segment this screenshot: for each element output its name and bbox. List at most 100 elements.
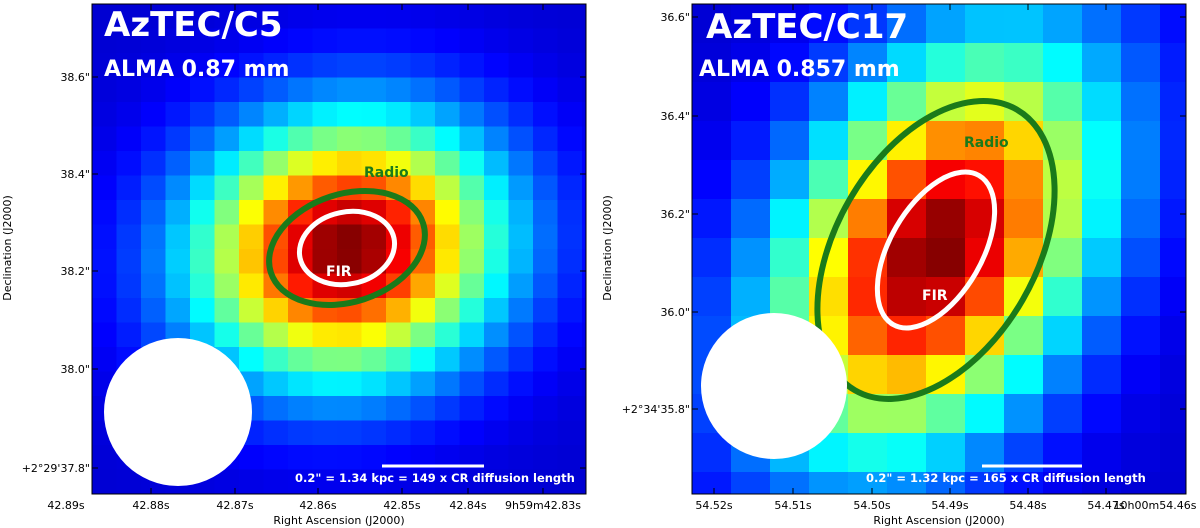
- map-pixel: [557, 126, 583, 152]
- map-pixel: [557, 249, 583, 274]
- x-tick-label: 54.47s: [1087, 499, 1124, 512]
- map-pixel: [435, 420, 460, 446]
- x-tick-label: 42.88s: [132, 499, 169, 512]
- map-pixel: [435, 396, 460, 421]
- y-tick-label: 36.2": [660, 208, 690, 221]
- map-pixel: [1043, 355, 1083, 395]
- panel-svg: AzTEC/C5 ALMA 0.87 mm Radio FIR 0.2" = 1…: [1, 3, 587, 527]
- map-pixel: [190, 28, 215, 54]
- map-pixel: [190, 151, 215, 176]
- map-pixel: [312, 77, 338, 103]
- map-pixel: [263, 396, 289, 421]
- x-tick-label: 42.84s: [449, 499, 486, 512]
- y-axis-label: Declination (J2000): [1, 195, 14, 301]
- map-pixel: [165, 53, 191, 78]
- x-tick-label: 54.51s: [774, 499, 811, 512]
- y-tick-label: 36.0": [660, 306, 690, 319]
- fir-label: FIR: [922, 288, 948, 304]
- map-pixel: [337, 322, 362, 348]
- map-pixel: [926, 316, 966, 356]
- axis-ticks: [92, 4, 586, 494]
- map-pixel: [239, 77, 264, 103]
- map-pixel: [410, 102, 436, 127]
- map-pixel: [731, 238, 771, 278]
- map-pixel: [141, 224, 166, 250]
- map-pixel: [533, 28, 558, 54]
- map-pixel: [141, 4, 166, 29]
- map-pixel: [809, 121, 849, 161]
- map-pixel: [1160, 4, 1186, 44]
- map-pixel: [435, 200, 460, 225]
- map-pixel: [410, 126, 436, 152]
- map-pixel: [312, 396, 338, 421]
- map-pixel: [239, 249, 264, 274]
- map-pixel: [1160, 355, 1186, 395]
- radio-label: Radio: [964, 135, 1009, 151]
- map-pixel: [386, 151, 411, 176]
- map-pixel: [435, 175, 460, 201]
- map-pixel: [1121, 199, 1161, 239]
- map-pixel: [731, 82, 771, 122]
- map-pixel: [239, 347, 264, 372]
- map-pixel: [1082, 316, 1122, 356]
- map-pixel: [533, 469, 558, 494]
- map-pixel: [582, 151, 586, 176]
- map-pixel: [386, 420, 411, 446]
- map-pixel: [386, 126, 411, 152]
- x-tick-label: 54.48s: [1009, 499, 1046, 512]
- x-tick-label: 9h59m42.83s: [505, 499, 581, 512]
- map-pixel: [848, 433, 888, 473]
- map-pixel: [288, 53, 313, 78]
- map-pixel: [1160, 121, 1186, 161]
- map-pixel: [1160, 316, 1186, 356]
- map-pixel: [116, 102, 142, 127]
- map-pixel: [731, 4, 771, 44]
- map-pixel: [809, 4, 849, 44]
- map-pixel: [361, 126, 387, 152]
- map-pixel: [92, 322, 117, 348]
- map-pixel: [116, 151, 142, 176]
- map-pixel: [361, 347, 387, 372]
- map-pixel: [731, 277, 771, 317]
- map-pixel: [848, 199, 888, 239]
- map-pixel: [582, 77, 586, 103]
- map-pixel: [141, 249, 166, 274]
- map-pixel: [484, 347, 509, 372]
- map-pixel: [435, 53, 460, 78]
- map-pixel: [508, 371, 534, 397]
- map-pixel: [809, 160, 849, 200]
- map-pixel: [887, 433, 927, 473]
- x-tick-label: 54.52s: [695, 499, 732, 512]
- map-pixel: [386, 371, 411, 397]
- map-pixel: [263, 469, 289, 494]
- map-pixel: [770, 160, 810, 200]
- map-pixel: [435, 102, 460, 127]
- map-pixel: [361, 224, 387, 250]
- map-pixel: [190, 175, 215, 201]
- panel-title: AzTEC/C17: [706, 7, 908, 47]
- map-pixel: [770, 238, 810, 278]
- map-pixel: [965, 43, 1005, 83]
- map-pixel: [848, 472, 888, 494]
- map-pixel: [312, 4, 338, 29]
- x-tick-label: 42.87s: [216, 499, 253, 512]
- map-pixel: [1160, 277, 1186, 317]
- map-pixel: [508, 224, 534, 250]
- map-pixel: [263, 347, 289, 372]
- map-pixel: [263, 298, 289, 323]
- map-pixel: [887, 355, 927, 395]
- map-pixel: [288, 396, 313, 421]
- map-pixel: [1004, 355, 1044, 395]
- map-pixel: [165, 200, 191, 225]
- map-pixel: [116, 200, 142, 225]
- map-pixel: [692, 199, 732, 239]
- map-pixel: [484, 28, 509, 54]
- map-pixel: [582, 347, 586, 372]
- map-pixel: [435, 28, 460, 54]
- map-pixel: [1043, 43, 1083, 83]
- map-pixel: [288, 371, 313, 397]
- map-pixel: [386, 469, 411, 494]
- map-pixel: [386, 322, 411, 348]
- map-pixel: [435, 77, 460, 103]
- map-pixel: [533, 420, 558, 446]
